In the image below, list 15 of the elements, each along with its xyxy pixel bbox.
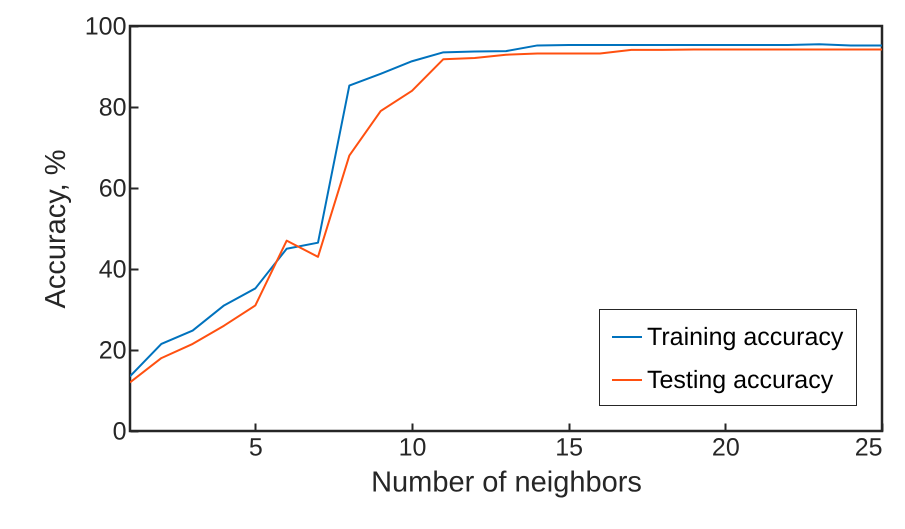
x-tick-label: 5: [248, 434, 263, 462]
legend-label: Training accuracy: [647, 323, 844, 351]
y-axis-title: Accuracy, %: [40, 149, 72, 309]
y-tick-label: 80: [98, 94, 126, 122]
x-tick-label: 20: [712, 434, 740, 462]
x-axis-title: Number of neighbors: [371, 466, 642, 498]
x-tick-label: 10: [398, 434, 426, 462]
legend-label: Testing accuracy: [647, 366, 834, 394]
x-tick-label: 15: [555, 434, 584, 462]
y-tick-label: 0: [112, 418, 126, 446]
y-tick-label: 100: [84, 12, 126, 40]
y-tick-label: 40: [98, 256, 126, 284]
y-tick-label: 20: [98, 336, 126, 364]
y-tick-label: 60: [98, 174, 126, 202]
x-tick-label: 25: [854, 434, 882, 462]
